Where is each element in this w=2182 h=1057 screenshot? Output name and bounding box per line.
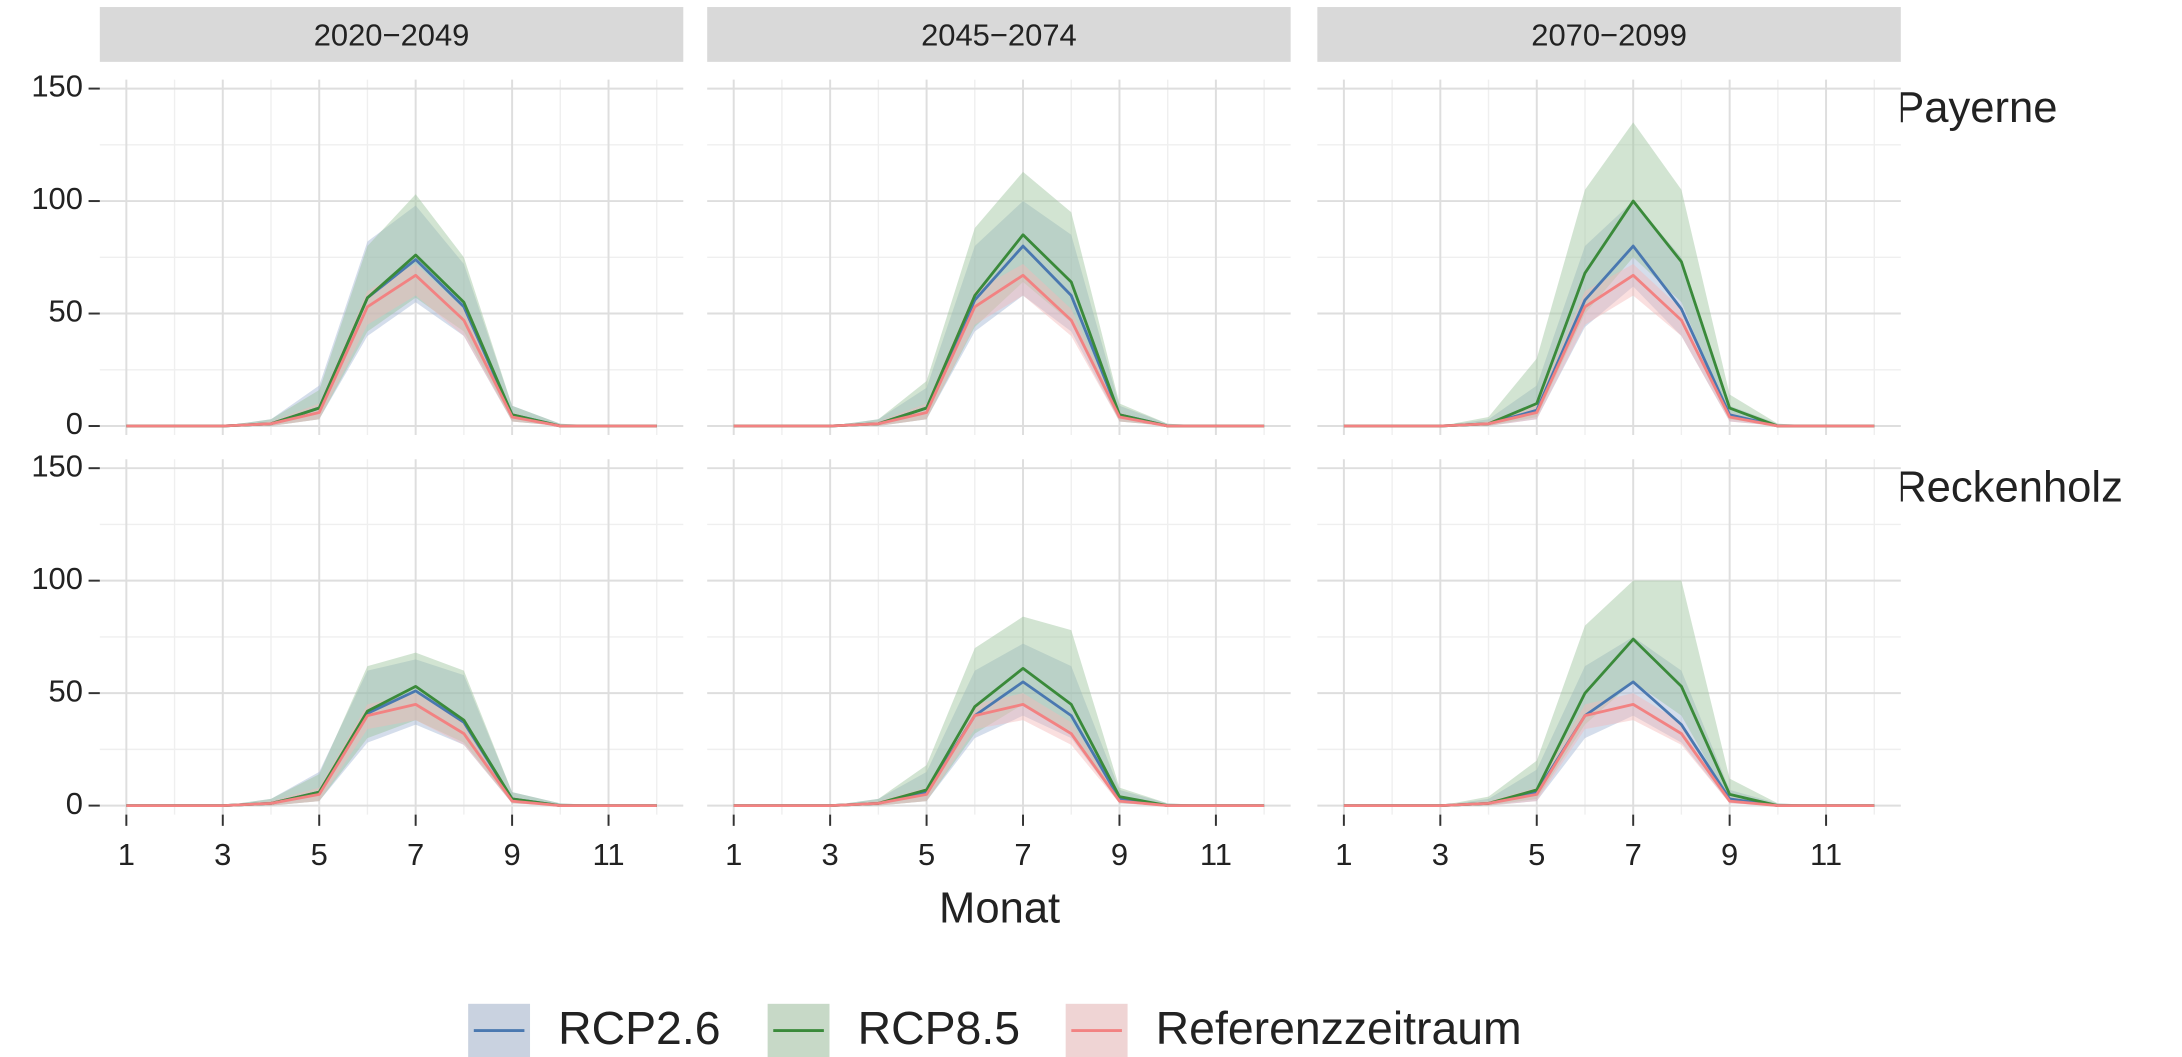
y-tick-label: 50 [49, 294, 83, 329]
band [1343, 636, 1875, 806]
x-tick-label: 3 [1432, 837, 1449, 872]
x-tick-label: 1 [1335, 837, 1352, 872]
x-tick-label: 5 [1528, 837, 1545, 872]
x-tick-label: 1 [725, 837, 742, 872]
band [126, 194, 657, 427]
line [733, 702, 1265, 808]
x-tick-label: 7 [407, 837, 424, 872]
strip-label: 2070−2099 [1531, 17, 1687, 52]
y-tick-label: 150 [31, 69, 83, 104]
x-tick-label: 1 [118, 837, 135, 872]
strip [1317, 7, 1901, 62]
strip-label: 2045−2074 [921, 17, 1077, 52]
line [733, 273, 1265, 428]
legend-label: Referenzzeitraum [1156, 1002, 1522, 1054]
y-tick-label: 50 [49, 673, 83, 708]
x-tick-label: 11 [592, 837, 624, 872]
line [126, 702, 657, 808]
y-tick-label: 150 [31, 448, 83, 483]
band [126, 693, 657, 806]
x-tick-label: 3 [822, 837, 839, 872]
line [1343, 273, 1875, 428]
band [1343, 693, 1875, 806]
x-tick-label: 3 [214, 837, 231, 872]
band [733, 201, 1265, 427]
strip [99, 7, 684, 62]
line [126, 273, 657, 428]
x-tick-label: 7 [1625, 837, 1642, 872]
y-tick-label: 100 [31, 561, 83, 596]
band [733, 171, 1265, 427]
x-tick-label: 9 [503, 837, 520, 872]
band [733, 264, 1265, 427]
legend-label: RCP8.5 [858, 1002, 1020, 1054]
x-tick-label: 5 [311, 837, 328, 872]
x-tick-label: 11 [1810, 837, 1842, 872]
x-tick-label: 7 [1014, 837, 1031, 872]
band [126, 264, 657, 427]
y-tick-label: 100 [31, 181, 83, 216]
band [1343, 201, 1875, 427]
strip-label: 2020−2049 [314, 17, 470, 52]
x-tick-label: 5 [918, 837, 935, 872]
strip [707, 7, 1291, 62]
band [126, 205, 657, 427]
band [126, 652, 657, 806]
x-tick-label: 9 [1111, 837, 1128, 872]
x-axis-label: Monat [939, 885, 1060, 933]
y-tick-label: 0 [66, 786, 83, 821]
legend-label: RCP2.6 [558, 1002, 720, 1054]
y-tick-label: 0 [66, 406, 83, 441]
band [1343, 580, 1875, 806]
band [733, 643, 1265, 806]
line [1343, 702, 1875, 808]
row-label: Payerne [1895, 84, 2057, 132]
row-label: Reckenholz [1895, 464, 2123, 512]
x-tick-label: 9 [1721, 837, 1738, 872]
band [126, 659, 657, 806]
band [1343, 264, 1875, 427]
band [733, 693, 1265, 806]
x-tick-label: 11 [1200, 837, 1232, 872]
